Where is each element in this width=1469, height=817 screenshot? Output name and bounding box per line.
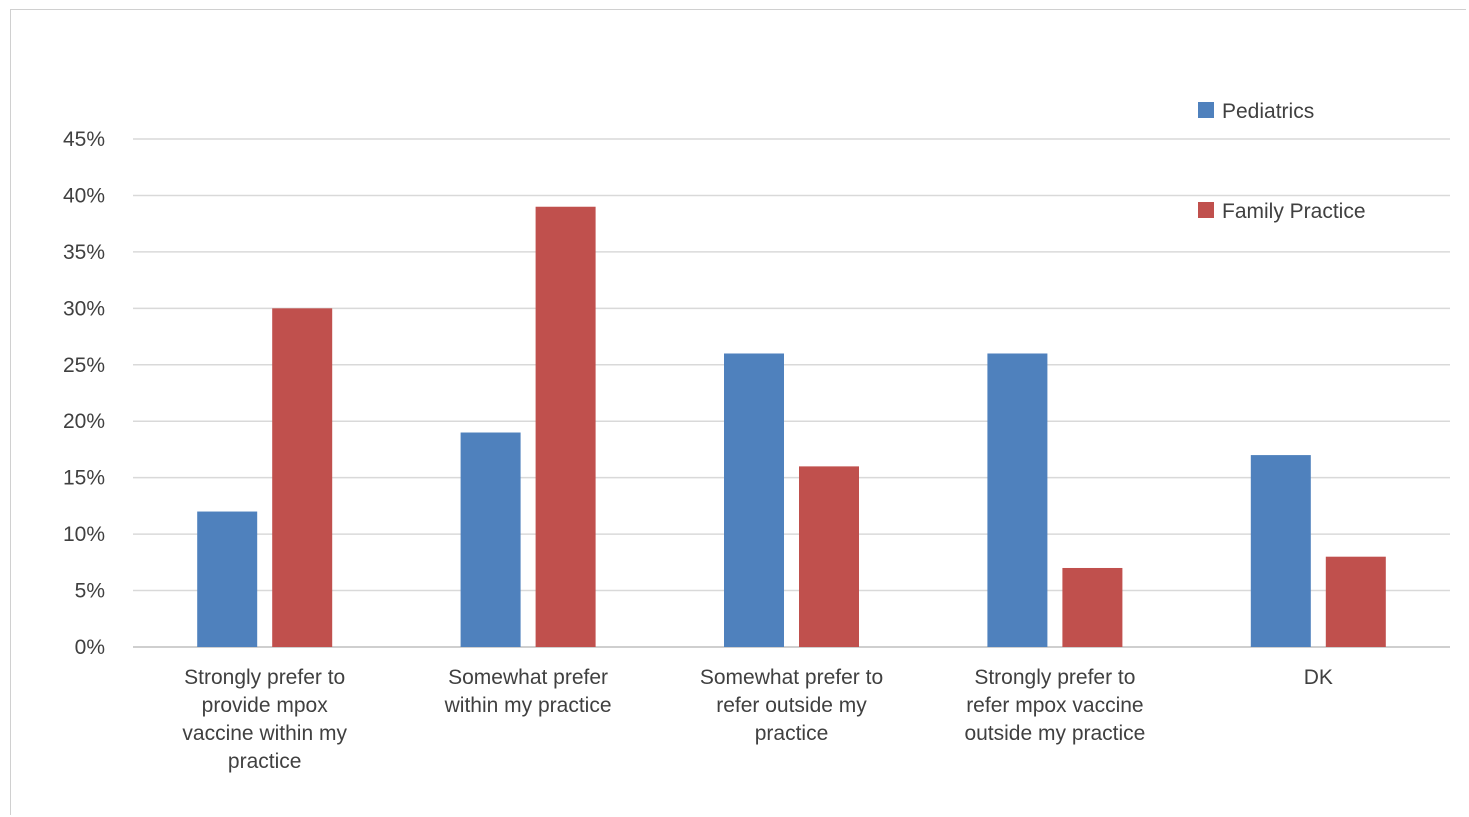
x-axis-labels: Strongly prefer to provide mpox vaccine wi… <box>182 666 1332 773</box>
y-tick-label: 25% <box>63 354 105 377</box>
legend-swatch <box>1198 202 1214 218</box>
y-tick-label: 10% <box>63 523 105 546</box>
y-tick-label: 40% <box>63 184 105 207</box>
bar-family-practice <box>1325 556 1386 647</box>
legend: Pediatrics Family Practice <box>1198 100 1366 223</box>
bar-family-practice <box>799 466 859 647</box>
bar-pediatrics <box>724 353 784 647</box>
y-tick-label: 30% <box>63 297 105 320</box>
bar-family-practice <box>272 308 333 647</box>
y-tick-label: 20% <box>63 410 105 433</box>
x-category-label: DK <box>1304 666 1333 689</box>
legend-swatch <box>1198 102 1214 118</box>
y-tick-label: 45% <box>63 128 105 151</box>
y-axis-ticks: 0% 5% 10% 15% 20% 25% 30% 35% 40% 45% <box>63 128 105 659</box>
legend-label: Pediatrics <box>1222 100 1314 123</box>
bar-family-practice <box>1062 567 1123 647</box>
x-category-label: Somewhat prefer within my practice <box>444 666 612 717</box>
y-tick-label: 5% <box>75 580 105 603</box>
x-category-label: Somewhat prefer to refer outside my practi… <box>700 666 883 745</box>
y-tick-label: 15% <box>63 467 105 490</box>
x-category-label: Strongly prefer to refer mpox vaccine outs… <box>964 666 1145 745</box>
bars <box>197 206 1386 647</box>
x-category-label: Strongly prefer to provide mpox vaccine wi… <box>182 666 347 773</box>
y-tick-label: 0% <box>75 636 105 659</box>
y-tick-label: 35% <box>63 241 105 264</box>
bar-pediatrics <box>460 432 521 647</box>
chart-frame <box>10 9 1466 815</box>
bar-pediatrics <box>987 353 1048 647</box>
bar-family-practice <box>535 206 596 647</box>
legend-label: Family Practice <box>1222 200 1366 223</box>
gridlines <box>133 138 1450 648</box>
bar-pediatrics <box>1250 455 1311 647</box>
bar-pediatrics <box>197 511 258 647</box>
